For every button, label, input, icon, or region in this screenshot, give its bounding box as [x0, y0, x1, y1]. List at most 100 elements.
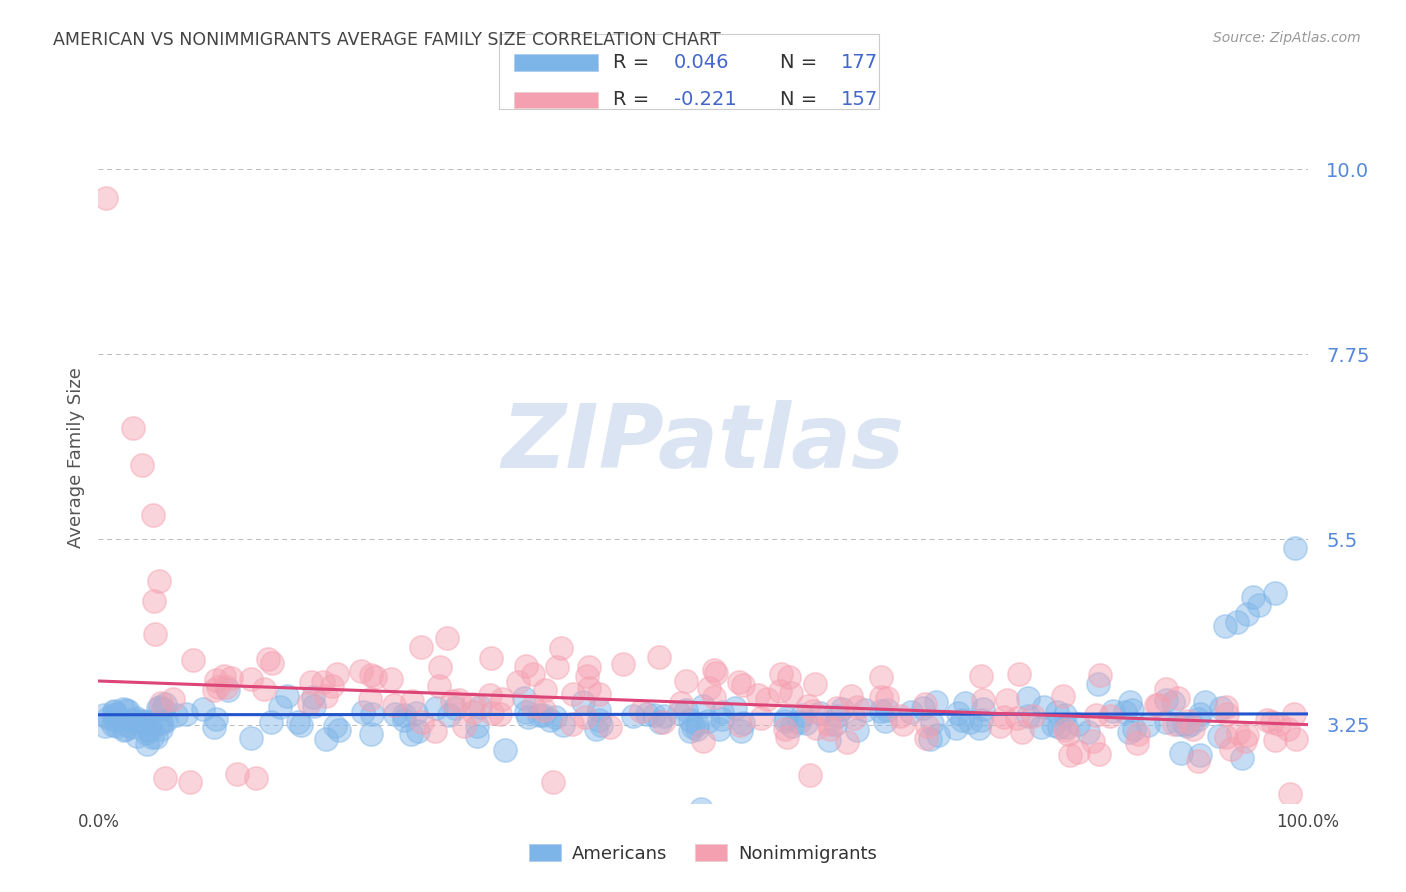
- Point: [1114, 705, 1136, 719]
- Point: [804, 677, 827, 691]
- Point: [115, 703, 138, 717]
- Point: [153, 771, 176, 785]
- Point: [679, 723, 702, 738]
- Point: [733, 716, 755, 731]
- Point: [948, 706, 970, 721]
- Point: [325, 667, 347, 681]
- Point: [443, 701, 465, 715]
- Point: [1046, 706, 1069, 720]
- Point: [1278, 787, 1301, 801]
- Point: [1173, 716, 1195, 731]
- Point: [652, 715, 675, 730]
- Point: [749, 711, 772, 725]
- Point: [463, 697, 485, 711]
- Point: [1175, 718, 1198, 732]
- Point: [423, 724, 446, 739]
- Point: [1167, 717, 1189, 731]
- Point: [103, 717, 125, 731]
- Point: [796, 699, 818, 714]
- Point: [1005, 711, 1028, 725]
- Point: [429, 660, 451, 674]
- Point: [704, 665, 727, 680]
- Point: [165, 708, 187, 723]
- Point: [1233, 734, 1256, 748]
- Point: [315, 731, 337, 746]
- Point: [1161, 696, 1184, 710]
- Point: [671, 696, 693, 710]
- Point: [1215, 699, 1237, 714]
- Point: [406, 723, 429, 738]
- Point: [527, 708, 550, 723]
- Point: [679, 713, 702, 727]
- Point: [179, 775, 201, 789]
- Point: [588, 703, 610, 717]
- Point: [436, 631, 458, 645]
- Point: [315, 689, 337, 703]
- Point: [382, 698, 405, 712]
- Point: [1144, 698, 1167, 712]
- Point: [1189, 706, 1212, 721]
- Point: [215, 680, 238, 694]
- Point: [465, 719, 488, 733]
- Point: [257, 651, 280, 665]
- Point: [145, 730, 167, 744]
- Point: [205, 673, 228, 687]
- Point: [730, 724, 752, 739]
- Point: [491, 692, 513, 706]
- Point: [724, 701, 747, 715]
- Point: [692, 734, 714, 748]
- Point: [162, 692, 184, 706]
- Point: [636, 707, 658, 722]
- Point: [427, 679, 450, 693]
- Point: [728, 718, 751, 732]
- Point: [1098, 708, 1121, 723]
- Point: [515, 659, 537, 673]
- Point: [1011, 724, 1033, 739]
- Point: [585, 723, 607, 737]
- Point: [204, 682, 226, 697]
- Point: [1087, 677, 1109, 691]
- Point: [1226, 615, 1249, 629]
- Point: [142, 508, 165, 522]
- Point: [468, 699, 491, 714]
- Point: [1182, 723, 1205, 737]
- Point: [972, 692, 994, 706]
- Point: [770, 666, 793, 681]
- Point: [1126, 726, 1149, 740]
- Point: [612, 657, 634, 672]
- Point: [205, 712, 228, 726]
- Point: [148, 574, 170, 588]
- Point: [149, 715, 172, 730]
- Point: [143, 594, 166, 608]
- Point: [995, 693, 1018, 707]
- Point: [384, 707, 406, 722]
- Point: [1187, 754, 1209, 768]
- Point: [550, 641, 572, 656]
- Point: [799, 767, 821, 781]
- Point: [207, 680, 229, 694]
- Point: [1284, 541, 1306, 555]
- Legend: Americans, Nonimmigrants: Americans, Nonimmigrants: [522, 837, 884, 870]
- Point: [870, 704, 893, 718]
- Point: [440, 694, 463, 708]
- Point: [453, 719, 475, 733]
- Point: [1057, 727, 1080, 741]
- Point: [94, 718, 117, 732]
- Point: [287, 715, 309, 730]
- Text: -0.221: -0.221: [673, 90, 737, 110]
- Point: [1180, 717, 1202, 731]
- Point: [134, 715, 156, 730]
- Point: [588, 687, 610, 701]
- Point: [239, 731, 262, 745]
- Point: [361, 707, 384, 722]
- Point: [648, 650, 671, 665]
- Point: [150, 696, 173, 710]
- Point: [630, 704, 652, 718]
- Point: [1213, 619, 1236, 633]
- Point: [125, 711, 148, 725]
- Point: [912, 701, 935, 715]
- Point: [1017, 691, 1039, 706]
- Point: [191, 701, 214, 715]
- Point: [1177, 714, 1199, 728]
- Point: [1022, 709, 1045, 723]
